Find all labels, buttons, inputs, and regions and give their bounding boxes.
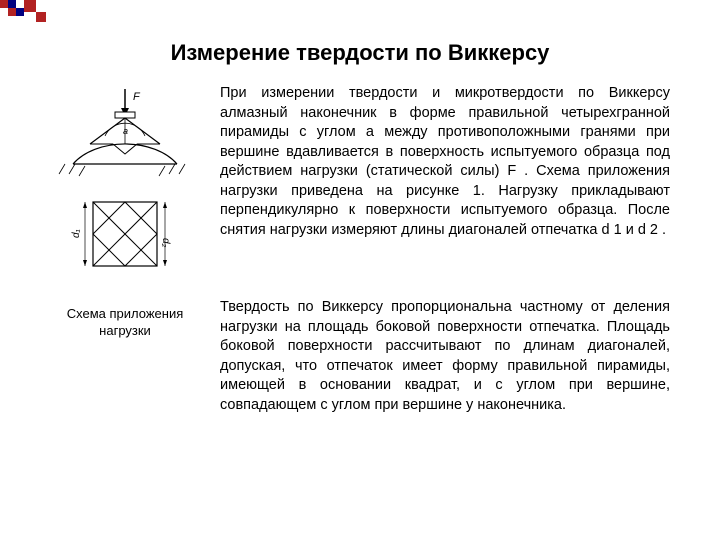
vickers-diagram: F a	[55, 84, 195, 284]
angle-label: a	[123, 126, 128, 136]
figure-column: F a	[50, 84, 200, 284]
caption-column: Схема приложения нагрузки	[50, 298, 200, 340]
paragraph-1: При измерении твердости и микротвердости…	[220, 84, 670, 284]
corner-decoration	[0, 0, 70, 30]
page-title: Измерение твердости по Виккерсу	[50, 40, 670, 66]
paragraph-2: Твердость по Виккерсу пропорциональна ча…	[220, 298, 670, 415]
d2-label: d₂	[160, 238, 171, 248]
figure-caption: Схема приложения нагрузки	[50, 306, 200, 340]
force-label: F	[133, 91, 141, 103]
d1-label: d₁	[71, 229, 82, 238]
